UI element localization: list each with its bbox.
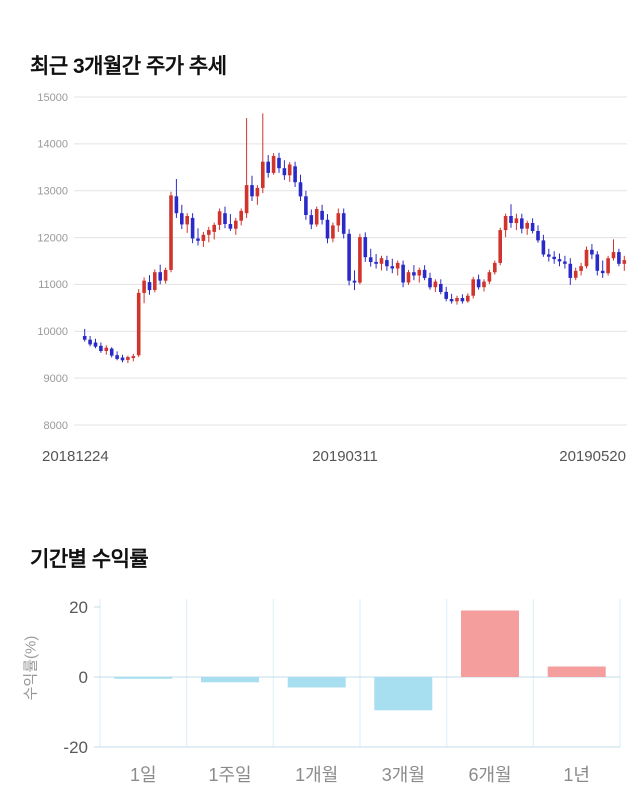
x-axis-label-end: 20190520 <box>559 448 626 465</box>
x-axis-label-start: 20181224 <box>42 448 109 465</box>
svg-text:-20: -20 <box>63 738 88 757</box>
category-label: 1일 <box>130 765 157 785</box>
svg-text:15000: 15000 <box>37 92 68 104</box>
svg-text:10000: 10000 <box>37 326 68 338</box>
category-label: 6개월 <box>468 765 512 785</box>
returns-category-axis: 1일 1주일 1개월 3개월 6개월 1년 <box>100 761 620 787</box>
svg-text:13000: 13000 <box>37 186 68 198</box>
svg-text:14000: 14000 <box>37 139 68 151</box>
svg-text:9000: 9000 <box>44 373 68 385</box>
price-chart-title: 최근 3개월간 주가 추세 <box>30 55 227 79</box>
svg-text:11000: 11000 <box>38 279 68 291</box>
category-label: 3개월 <box>381 765 425 785</box>
svg-text:20: 20 <box>69 598 88 617</box>
svg-text:0: 0 <box>79 668 88 687</box>
category-label: 1개월 <box>295 765 339 785</box>
svg-text:8000: 8000 <box>44 420 68 432</box>
candlestick-chart: 8000 9000 10000 11000 12000 13000 14000 15000 <box>37 92 627 432</box>
svg-text:12000: 12000 <box>37 232 68 244</box>
returns-chart-title: 기간별 수익률 <box>30 548 149 572</box>
x-axis-label-mid: 20190311 <box>312 448 378 465</box>
returns-bar-chart: 20 0 -20 <box>63 598 621 757</box>
category-label: 1년 <box>563 765 590 785</box>
category-label: 1주일 <box>208 765 252 785</box>
candlestick-x-axis: 20181224 20190311 20190520 <box>0 448 640 468</box>
